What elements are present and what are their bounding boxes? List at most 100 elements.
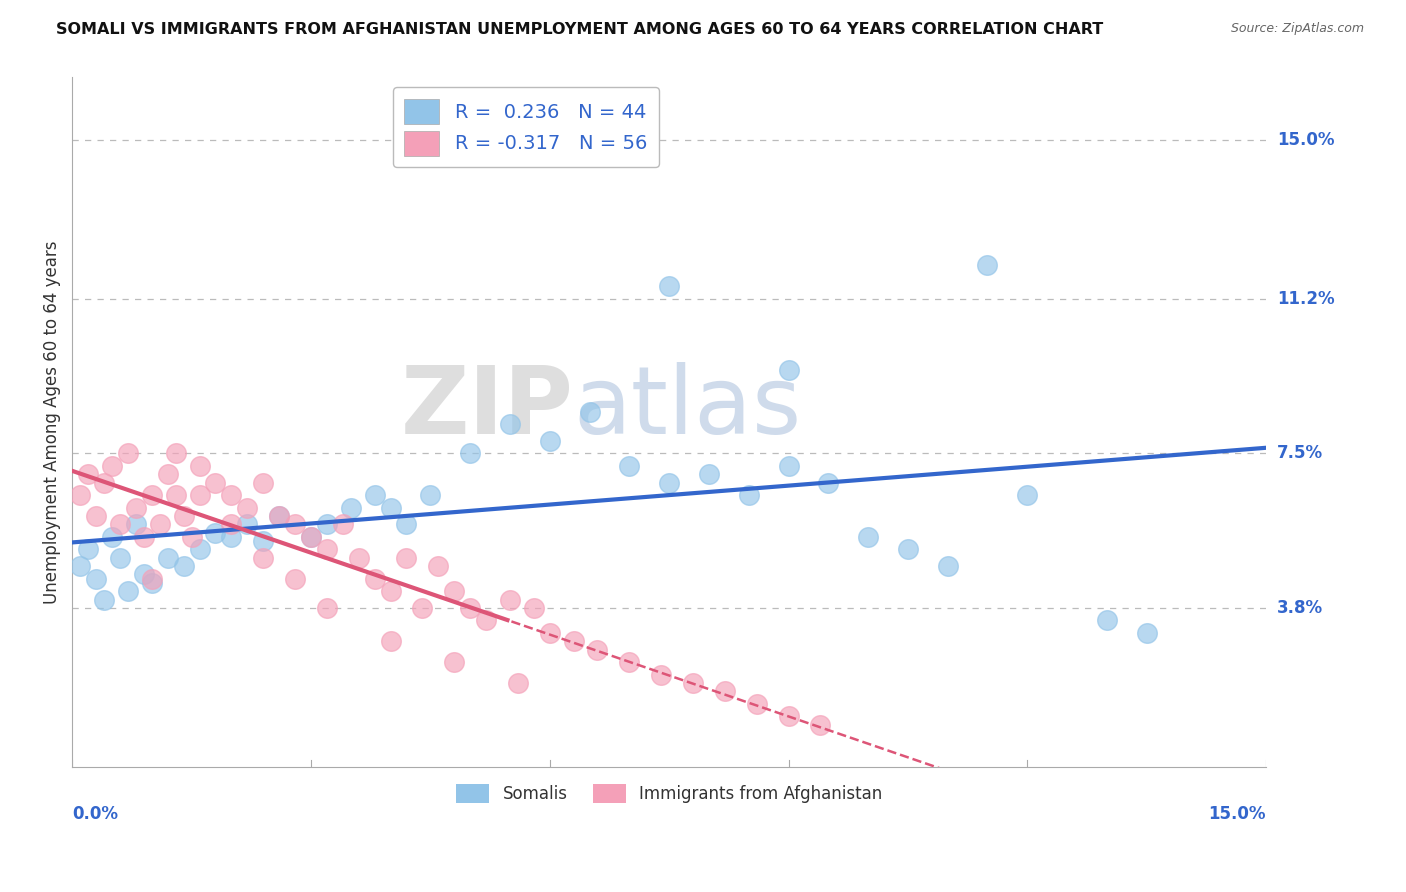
Point bbox=[650, 667, 672, 681]
Point bbox=[619, 655, 641, 669]
Point bbox=[132, 567, 155, 582]
Point bbox=[458, 600, 481, 615]
Point bbox=[69, 559, 91, 574]
Point bbox=[125, 517, 148, 532]
Point bbox=[188, 542, 211, 557]
Point bbox=[188, 458, 211, 473]
Point bbox=[141, 572, 163, 586]
Point bbox=[714, 684, 737, 698]
Point bbox=[395, 550, 418, 565]
Point bbox=[284, 572, 307, 586]
Point bbox=[697, 467, 720, 482]
Text: 3.8%: 3.8% bbox=[1277, 599, 1323, 617]
Point bbox=[856, 530, 879, 544]
Point bbox=[165, 446, 187, 460]
Text: 15.0%: 15.0% bbox=[1277, 131, 1334, 149]
Point bbox=[658, 475, 681, 490]
Point bbox=[380, 584, 402, 599]
Point bbox=[538, 434, 561, 448]
Point bbox=[236, 517, 259, 532]
Point bbox=[1095, 614, 1118, 628]
Point bbox=[204, 475, 226, 490]
Text: SOMALI VS IMMIGRANTS FROM AFGHANISTAN UNEMPLOYMENT AMONG AGES 60 TO 64 YEARS COR: SOMALI VS IMMIGRANTS FROM AFGHANISTAN UN… bbox=[56, 22, 1104, 37]
Point bbox=[180, 530, 202, 544]
Point bbox=[347, 550, 370, 565]
Point bbox=[204, 525, 226, 540]
Text: 11.2%: 11.2% bbox=[1277, 290, 1334, 308]
Point bbox=[93, 592, 115, 607]
Point bbox=[221, 517, 243, 532]
Point bbox=[173, 508, 195, 523]
Point bbox=[745, 697, 768, 711]
Point bbox=[77, 467, 100, 482]
Point bbox=[173, 559, 195, 574]
Point bbox=[93, 475, 115, 490]
Point bbox=[141, 575, 163, 590]
Legend: Somalis, Immigrants from Afghanistan: Somalis, Immigrants from Afghanistan bbox=[449, 777, 889, 810]
Point bbox=[332, 517, 354, 532]
Point bbox=[299, 530, 322, 544]
Point bbox=[586, 642, 609, 657]
Text: ZIP: ZIP bbox=[401, 362, 574, 454]
Point bbox=[221, 530, 243, 544]
Point bbox=[538, 626, 561, 640]
Point bbox=[808, 718, 831, 732]
Point bbox=[936, 559, 959, 574]
Point bbox=[443, 584, 465, 599]
Point bbox=[817, 475, 839, 490]
Point bbox=[380, 500, 402, 515]
Point bbox=[523, 600, 546, 615]
Point bbox=[619, 458, 641, 473]
Point bbox=[976, 259, 998, 273]
Point bbox=[738, 488, 761, 502]
Point bbox=[165, 488, 187, 502]
Point bbox=[363, 488, 385, 502]
Point bbox=[101, 458, 124, 473]
Point bbox=[141, 488, 163, 502]
Point bbox=[682, 676, 704, 690]
Text: 0.0%: 0.0% bbox=[72, 805, 118, 823]
Text: 15.0%: 15.0% bbox=[1209, 805, 1265, 823]
Point bbox=[778, 458, 800, 473]
Point bbox=[269, 508, 291, 523]
Y-axis label: Unemployment Among Ages 60 to 64 years: Unemployment Among Ages 60 to 64 years bbox=[44, 240, 60, 604]
Point bbox=[316, 542, 339, 557]
Point bbox=[363, 572, 385, 586]
Point bbox=[252, 550, 274, 565]
Point bbox=[458, 446, 481, 460]
Point bbox=[149, 517, 172, 532]
Point bbox=[125, 500, 148, 515]
Point bbox=[475, 614, 498, 628]
Point bbox=[84, 508, 107, 523]
Point bbox=[188, 488, 211, 502]
Point bbox=[778, 709, 800, 723]
Point bbox=[269, 508, 291, 523]
Point bbox=[156, 550, 179, 565]
Point bbox=[778, 363, 800, 377]
Point bbox=[427, 559, 450, 574]
Point bbox=[132, 530, 155, 544]
Point bbox=[221, 488, 243, 502]
Point bbox=[658, 279, 681, 293]
Text: 7.5%: 7.5% bbox=[1277, 444, 1323, 462]
Point bbox=[443, 655, 465, 669]
Point bbox=[84, 572, 107, 586]
Point bbox=[419, 488, 441, 502]
Point bbox=[411, 600, 433, 615]
Point bbox=[499, 592, 522, 607]
Point bbox=[578, 404, 600, 418]
Point bbox=[69, 488, 91, 502]
Point bbox=[156, 467, 179, 482]
Point bbox=[117, 446, 139, 460]
Point bbox=[236, 500, 259, 515]
Point bbox=[339, 500, 361, 515]
Point bbox=[108, 550, 131, 565]
Point bbox=[252, 534, 274, 549]
Text: atlas: atlas bbox=[574, 362, 801, 454]
Point bbox=[897, 542, 920, 557]
Text: Source: ZipAtlas.com: Source: ZipAtlas.com bbox=[1230, 22, 1364, 36]
Point bbox=[562, 634, 585, 648]
Point bbox=[316, 517, 339, 532]
Point bbox=[1136, 626, 1159, 640]
Point bbox=[101, 530, 124, 544]
